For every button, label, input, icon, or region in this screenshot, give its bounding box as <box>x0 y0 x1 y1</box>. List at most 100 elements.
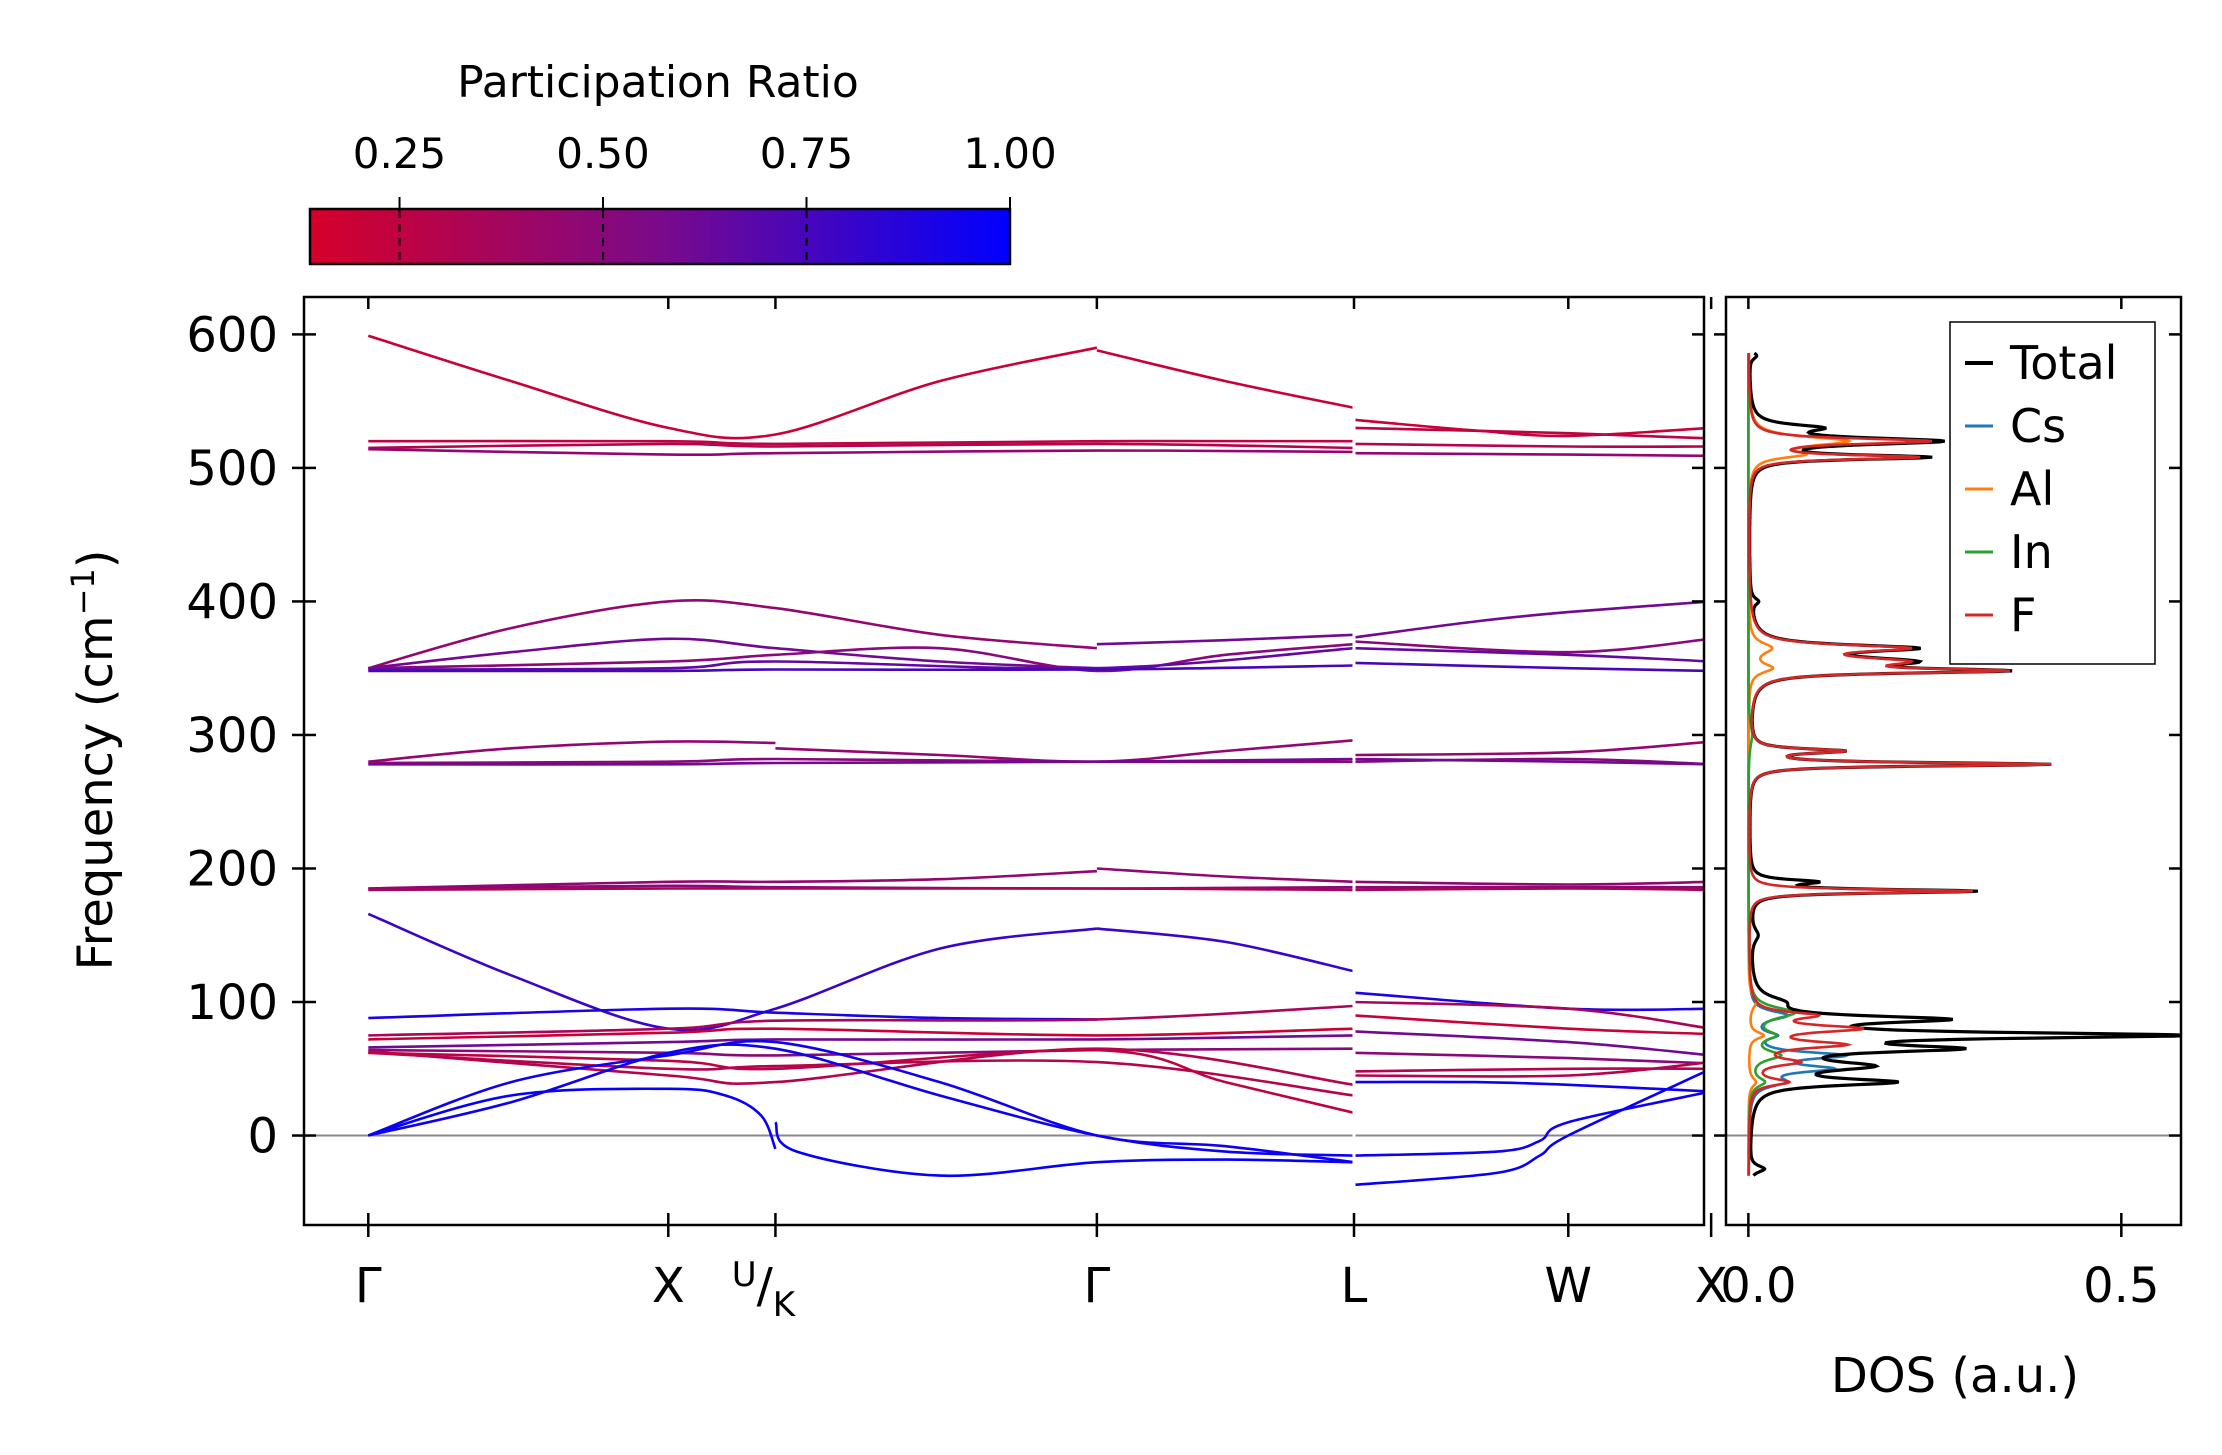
colorbar-tick-label: 0.50 <box>556 129 650 178</box>
kpoint-label: Γ <box>355 1258 382 1314</box>
y-tick-label: 400 <box>186 574 278 630</box>
band-optic-198 <box>368 867 1704 890</box>
band-segment <box>368 887 1355 892</box>
band-low-62a <box>368 1047 1704 1065</box>
kpoint-label: W <box>1545 1258 1592 1314</box>
dos-panel: 0.0 0.5 DOS (a.u.) Total Cs Al In F <box>1714 295 2183 1404</box>
band-segment <box>368 1034 1355 1049</box>
band-segment <box>368 439 1355 446</box>
band-low-80 <box>368 1014 1704 1041</box>
band-segment <box>368 1007 1097 1021</box>
y-axis-label: Frequency (cm−1) <box>64 549 124 970</box>
band-segment <box>1353 418 1704 438</box>
colorbar-tick-label: 0.25 <box>353 129 447 178</box>
band-segment <box>368 442 1355 450</box>
y-tick-label: 0 <box>247 1109 278 1165</box>
colorbar-gradient <box>308 207 1012 266</box>
dos-x-axis-label: DOS (a.u.) <box>1831 1348 2079 1404</box>
band-segment <box>1353 1091 1704 1157</box>
band-optic-360 <box>368 638 1704 673</box>
band-segment <box>1353 1061 1704 1078</box>
band-optic-400 <box>367 599 1098 670</box>
band-low-68 <box>368 1030 1704 1057</box>
band-segment <box>368 1027 1355 1041</box>
band-segment <box>368 1047 1355 1057</box>
band-segment <box>1353 451 1704 458</box>
band-structure-panel: 0 100 200 300 400 500 600 Γ X U/K Γ L W X Frequency … <box>64 295 1728 1325</box>
dos-curve-in <box>1747 353 1797 1176</box>
band-segment <box>368 1043 1355 1157</box>
band-segment <box>1096 867 1355 884</box>
dos-curves <box>1747 351 2181 1177</box>
band-optic-350 <box>368 646 1704 671</box>
colorbar-ticks: 0.25 0.50 0.75 1.00 <box>353 129 1057 263</box>
band-segment <box>1353 1067 1704 1073</box>
band-low-40 <box>368 1047 1704 1087</box>
band-segment <box>367 912 1098 1032</box>
y-tick-label: 200 <box>186 841 278 897</box>
band-segment <box>1353 1070 1704 1187</box>
kpoint-label: Γ <box>1083 1258 1110 1314</box>
band-low-97 <box>368 1000 1704 1037</box>
band-segment <box>1353 757 1704 766</box>
legend-label-total: Total <box>2009 336 2117 390</box>
band-acoustic-3 <box>367 1070 1704 1187</box>
band-segment <box>367 1087 777 1150</box>
legend-label-cs: Cs <box>2010 399 2066 453</box>
colorbar-tick-label: 1.00 <box>963 129 1057 178</box>
dos-x-ticks: 0.0 0.5 <box>1720 297 2159 1314</box>
dos-x-tick-label: 0.5 <box>2083 1258 2159 1314</box>
kpoint-label: X <box>1695 1258 1728 1314</box>
band-segment <box>368 1048 1355 1115</box>
band-segment <box>1353 1000 1704 1029</box>
band-segment <box>368 757 1355 766</box>
y-tick-label: 100 <box>186 975 278 1031</box>
band-optic-372 <box>368 600 1704 670</box>
phonon-bands <box>367 334 1704 1187</box>
legend-box <box>1949 321 2156 665</box>
band-optic-278 <box>368 757 1704 766</box>
band-acoustic-2 <box>368 1043 1704 1157</box>
band-segment <box>1096 349 1355 410</box>
dos-plot-frame <box>1724 295 2183 1227</box>
band-segment <box>1096 927 1355 973</box>
band-optic-535 <box>1353 418 1704 438</box>
kpoint-label: X <box>652 1258 685 1314</box>
band-segment <box>1353 1080 1704 1093</box>
band-optic-600 <box>367 334 1355 440</box>
band-segment <box>1353 442 1704 449</box>
band-acoustic-1 <box>367 1039 1704 1164</box>
y-tick-label: 600 <box>186 307 278 363</box>
colorbar-tick-label: 0.75 <box>760 129 854 178</box>
band-segment <box>1353 661 1704 673</box>
band-plot-frame <box>302 295 1706 1227</box>
colorbar-label: Participation Ratio <box>457 57 859 108</box>
legend-label-f: F <box>2010 588 2036 642</box>
band-segment <box>1353 638 1704 654</box>
kpoint-label: U/K <box>732 1255 797 1325</box>
band-optic-348 <box>368 661 1704 673</box>
band-segment <box>1353 1014 1704 1036</box>
band-segment <box>368 646 1355 671</box>
band-segment <box>368 869 1097 890</box>
dos-y-ticks <box>1714 333 2181 1137</box>
kpoint-ticks: Γ X U/K Γ L W X <box>355 297 1728 1325</box>
band-segment <box>368 664 1355 673</box>
band-segment <box>367 599 1098 670</box>
band-segment <box>1353 426 1704 440</box>
colorbar: Participation Ratio 0.25 0.50 0.75 1.00 <box>308 57 1057 266</box>
band-optic-520 <box>368 426 1704 446</box>
band-segment <box>367 334 1098 440</box>
band-segment <box>1353 1030 1704 1057</box>
band-segment <box>1353 1051 1704 1065</box>
band-segment <box>774 1121 1355 1178</box>
band-optic-510 <box>368 447 1704 458</box>
band-segment <box>1353 887 1704 892</box>
band-segment <box>1353 600 1704 639</box>
band-optic-184 <box>368 887 1704 892</box>
band-segment <box>368 637 1097 670</box>
dos-curve-cs <box>1747 353 1852 1176</box>
band-segment <box>368 1004 1355 1037</box>
y-tick-label: 300 <box>186 708 278 764</box>
